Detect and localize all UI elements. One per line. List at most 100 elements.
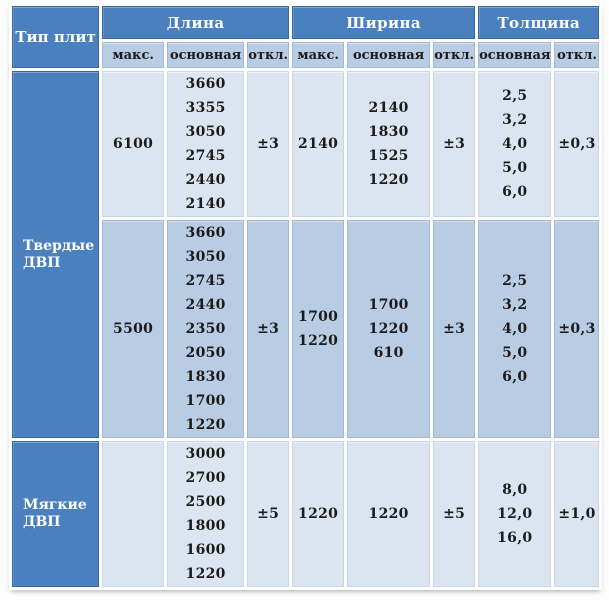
cell-length-dev: ±3 — [247, 220, 290, 438]
value: 2350 — [185, 321, 226, 337]
value: 2745 — [185, 148, 226, 164]
value: 12,0 — [497, 506, 533, 522]
cell-length-main: 3660 3050 2745 2440 2350 2050 1830 1700 1220 — [167, 220, 245, 438]
cell-length-main: 3000 2700 2500 1800 1600 1220 — [167, 441, 245, 587]
value: 3,2 — [502, 112, 528, 128]
value: ±5 — [257, 506, 280, 522]
cell-width-dev: ±3 — [433, 220, 476, 438]
value: 5,0 — [502, 160, 528, 176]
value: 2440 — [185, 297, 226, 313]
value: 3660 — [185, 225, 226, 241]
value: 2140 — [298, 136, 339, 152]
dvp-dimensions-table: Тип плит Длина Ширина Толщина макс. осно… — [9, 3, 603, 590]
cell-thickness-main: 2,5 3,2 4,0 5,0 6,0 — [478, 220, 552, 438]
value: 6,0 — [502, 369, 528, 385]
value: 5500 — [113, 321, 154, 337]
value: 3050 — [185, 249, 226, 265]
value: 1830 — [185, 369, 226, 385]
value: 610 — [373, 345, 404, 361]
value: 2050 — [185, 345, 226, 361]
value: 5,0 — [502, 345, 528, 361]
cell-width-dev: ±5 — [433, 441, 476, 587]
value: 1220 — [185, 566, 226, 582]
value: 1600 — [185, 542, 226, 558]
subheader-length-max: макс. — [102, 42, 165, 68]
table-body: Твердые ДВП 6100 3660 3355 3050 2745 2440 2140 ±… — [12, 71, 600, 587]
cell-thickness-dev: ±0,3 — [554, 220, 600, 438]
group-header-length: Длина — [102, 6, 290, 39]
value: 3,2 — [502, 297, 528, 313]
value: 16,0 — [497, 530, 533, 546]
value: 1830 — [368, 124, 409, 140]
value: 2140 — [185, 196, 226, 212]
value: 4,0 — [502, 321, 528, 337]
cell-thickness-main: 2,5 3,2 4,0 5,0 6,0 — [478, 71, 552, 217]
cell-length-dev: ±3 — [247, 71, 290, 217]
value: 1220 — [368, 321, 409, 337]
value: 2700 — [185, 470, 226, 486]
value: 3050 — [185, 124, 226, 140]
value: 8,0 — [502, 482, 528, 498]
value: 1220 — [368, 172, 409, 188]
table-row: Твердые ДВП 6100 3660 3355 3050 2745 2440 2140 ±… — [12, 71, 600, 438]
cell-width-max: 2140 — [292, 71, 345, 217]
value: 2500 — [185, 494, 226, 510]
value: 1220 — [298, 333, 339, 349]
cell-length-main: 3660 3355 3050 2745 2440 2140 — [167, 71, 245, 217]
value: ±0,3 — [558, 136, 596, 152]
value: 1700 — [298, 309, 339, 325]
value: ±1,0 — [558, 506, 596, 522]
subheader-thickness-dev: откл. — [554, 42, 600, 68]
cell-length-max: 5500 — [102, 220, 165, 438]
cell-thickness-dev: ±1,0 — [554, 441, 600, 587]
subheader-width-main: основная — [347, 42, 431, 68]
value: 6100 — [113, 136, 154, 152]
value: ±3 — [257, 136, 280, 152]
value: 1525 — [368, 148, 409, 164]
row-type-label: Твердые ДВП — [12, 71, 100, 438]
group-header-width: Ширина — [292, 6, 476, 39]
subheader-thickness-main: основная — [478, 42, 552, 68]
value: ±3 — [443, 136, 466, 152]
subheader-row: макс. основная откл. макс. основная откл… — [12, 42, 600, 68]
cell-thickness-main: 8,0 12,0 16,0 — [478, 441, 552, 587]
value: 3000 — [185, 446, 226, 462]
value: 6,0 — [502, 184, 528, 200]
value: 1700 — [368, 297, 409, 313]
cell-thickness-dev: ±0,3 — [554, 71, 600, 217]
cell-width-main: 1220 — [347, 441, 431, 587]
value: 2745 — [185, 273, 226, 289]
value: ±0,3 — [558, 321, 596, 337]
table-row: Мягкие ДВП 3000 2700 2500 1800 1600 1220 ±5 1220… — [12, 441, 600, 587]
subheader-length-dev: откл. — [247, 42, 290, 68]
table-row: 5500 3660 3050 2745 2440 2350 2050 1830 1700 1220… — [12, 220, 600, 438]
value: 2440 — [185, 172, 226, 188]
cell-width-main: 2140 1830 1525 1220 — [347, 71, 431, 217]
value: 3355 — [185, 100, 226, 116]
cell-length-max — [102, 441, 165, 587]
subheader-width-max: макс. — [292, 42, 345, 68]
cell-length-dev: ±5 — [247, 441, 290, 587]
group-header-row: Тип плит Длина Ширина Толщина — [12, 6, 600, 68]
value: 1220 — [185, 417, 226, 433]
cell-width-max: 1220 — [292, 441, 345, 587]
value: 1220 — [368, 506, 409, 522]
corner-header-type: Тип плит — [12, 6, 100, 68]
value: 2140 — [368, 100, 409, 116]
subheader-length-main: основная — [167, 42, 245, 68]
cell-width-main: 1700 1220 610 — [347, 220, 431, 438]
subheader-width-dev: откл. — [433, 42, 476, 68]
value: ±5 — [443, 506, 466, 522]
value: 4,0 — [502, 136, 528, 152]
value: ±3 — [257, 321, 280, 337]
group-header-thickness: Толщина — [478, 6, 600, 39]
cell-width-max: 1700 1220 — [292, 220, 345, 438]
value: 2,5 — [502, 273, 528, 289]
value: 1220 — [298, 506, 339, 522]
cell-width-dev: ±3 — [433, 71, 476, 217]
cell-length-max: 6100 — [102, 71, 165, 217]
value: 1700 — [185, 393, 226, 409]
value: 1800 — [185, 518, 226, 534]
value: 2,5 — [502, 88, 528, 104]
